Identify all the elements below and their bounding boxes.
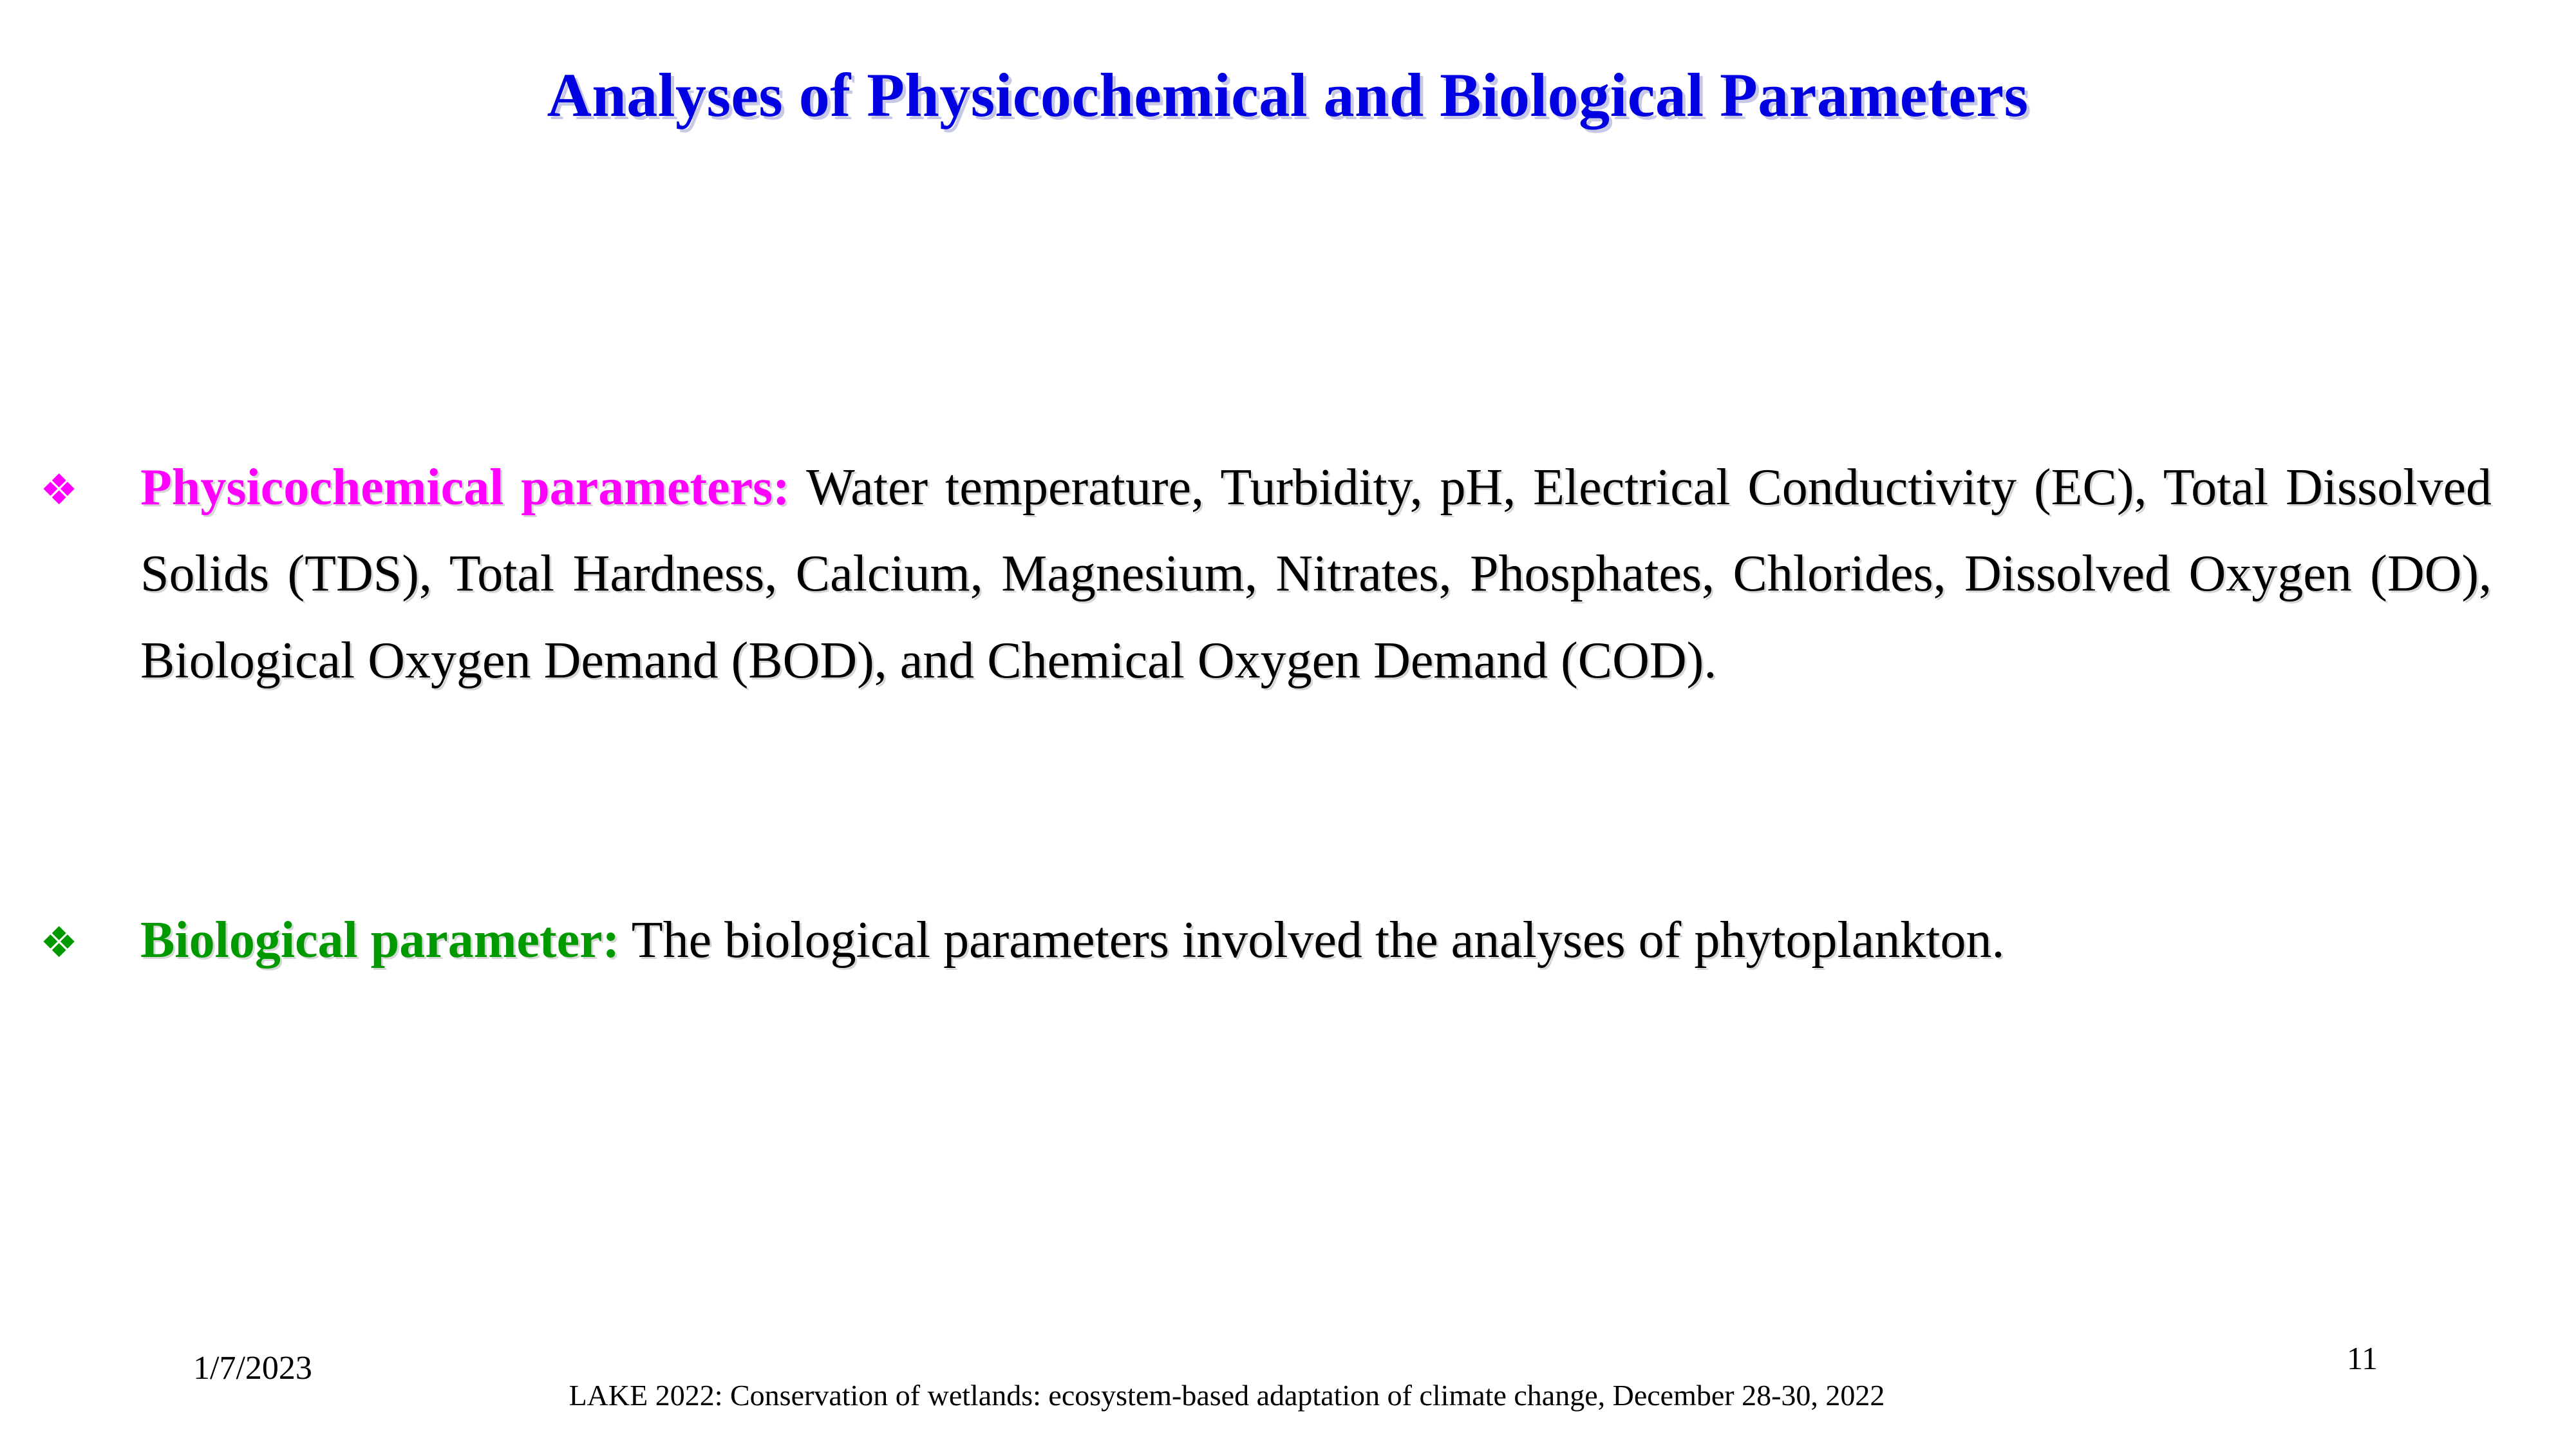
page-title: Analyses of Physicochemical and Biologic… <box>547 61 2029 129</box>
diamond-bullet-icon: ❖ <box>40 918 79 968</box>
bullet-item-biological: ❖ Biological parameter: The biological pa… <box>40 897 2492 983</box>
footer-date: 1/7/2023 <box>193 1350 312 1387</box>
paragraph-spacer <box>90 704 2492 897</box>
slide-number: 11 <box>2347 1340 2378 1376</box>
slide-body: ❖ Physicochemical parameters: Water tempe… <box>40 444 2492 984</box>
slide-title-block: Analyses of Physicochemical and Biologic… <box>122 61 2453 129</box>
bullet-lead-label-biological: Biological parameter: <box>140 912 620 969</box>
diamond-bullet-icon: ❖ <box>40 465 79 515</box>
bullet-item-physicochemical: ❖ Physicochemical parameters: Water tempe… <box>40 444 2492 704</box>
bullet-lead-label-physicochemical: Physicochemical parameters: <box>140 459 790 516</box>
bullet-body-text-physicochemical: Water temperature, Turbidity, pH, Electr… <box>140 459 2492 689</box>
footer-conference-block: LAKE 2022: Conservation of wetlands: eco… <box>0 1378 2576 1412</box>
bullet-body-text-biological: The biological parameters involved the a… <box>619 912 2005 969</box>
footer-conference-text: LAKE 2022: Conservation of wetlands: eco… <box>569 1379 1885 1412</box>
